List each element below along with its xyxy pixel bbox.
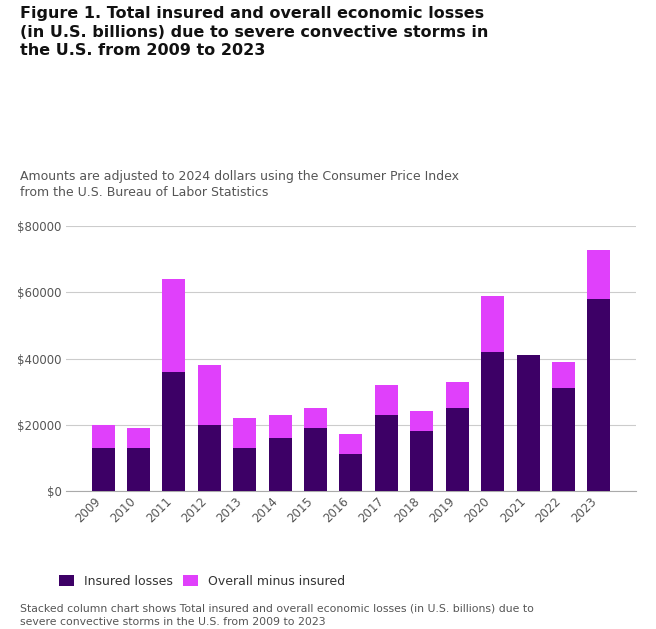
Bar	[233, 448, 256, 491]
Bar	[198, 365, 221, 425]
Bar	[552, 388, 575, 491]
Bar	[375, 385, 398, 415]
Text: Stacked column chart shows Total insured and overall economic losses (in U.S. bi: Stacked column chart shows Total insured…	[20, 604, 533, 629]
Bar	[445, 382, 469, 408]
Bar	[481, 352, 504, 491]
Legend: Insured losses, Overall minus insured: Insured losses, Overall minus insured	[54, 570, 350, 593]
Bar	[268, 438, 292, 491]
Bar	[587, 299, 610, 491]
Bar	[587, 250, 610, 299]
Text: Amounts are adjusted to 2024 dollars using the Consumer Price Index
from the U.S: Amounts are adjusted to 2024 dollars usi…	[20, 170, 459, 199]
Bar	[163, 372, 186, 491]
Bar	[92, 425, 115, 448]
Bar	[163, 279, 186, 372]
Bar	[481, 296, 504, 352]
Bar	[410, 411, 434, 431]
Bar	[127, 448, 150, 491]
Bar	[92, 448, 115, 491]
Text: Figure 1. Total insured and overall economic losses
(in U.S. billions) due to se: Figure 1. Total insured and overall econ…	[20, 6, 488, 58]
Bar	[339, 435, 363, 454]
Bar	[552, 362, 575, 388]
Bar	[304, 428, 327, 491]
Bar	[304, 408, 327, 428]
Bar	[127, 428, 150, 448]
Bar	[375, 415, 398, 491]
Bar	[410, 431, 434, 491]
Bar	[198, 425, 221, 491]
Bar	[516, 355, 539, 491]
Bar	[339, 454, 363, 491]
Bar	[233, 418, 256, 448]
Bar	[445, 408, 469, 491]
Bar	[268, 415, 292, 438]
